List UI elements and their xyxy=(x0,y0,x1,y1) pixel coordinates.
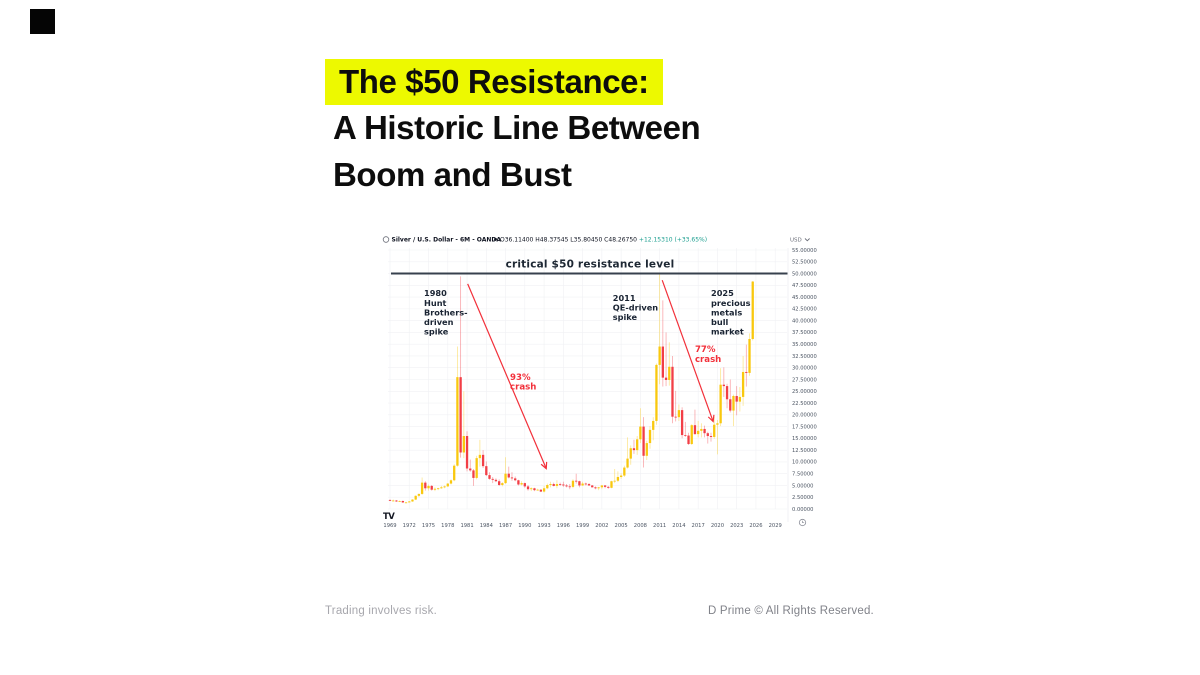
annotations: 1980 Hunt Brothers-driven spike 2011 QE-drive… xyxy=(424,288,751,392)
silver-price-chart-image: critical $50 resistance level 1980 Hunt Bro… xyxy=(378,232,818,535)
svg-text:32.50000: 32.50000 xyxy=(792,354,817,360)
svg-text:2023: 2023 xyxy=(730,523,743,529)
svg-text:77%crash: 77% crash xyxy=(695,345,721,365)
svg-text:30.00000: 30.00000 xyxy=(792,366,817,372)
svg-text:2002: 2002 xyxy=(595,523,608,529)
svg-text:O36.11400 H48.37545 L35.80450: O36.11400 H48.37545 L35.80450 C48.26750 … xyxy=(500,237,707,244)
svg-text:0.00000: 0.00000 xyxy=(792,507,813,513)
svg-text:25.00000: 25.00000 xyxy=(792,389,817,395)
svg-text:2020: 2020 xyxy=(711,523,724,529)
svg-text:52.50000: 52.50000 xyxy=(792,260,817,266)
svg-text:1987: 1987 xyxy=(499,523,512,529)
svg-text:1975: 1975 xyxy=(422,523,435,529)
svg-text:35.00000: 35.00000 xyxy=(792,342,817,348)
svg-text:47.50000: 47.50000 xyxy=(792,283,817,289)
svg-text:42.50000: 42.50000 xyxy=(792,307,817,313)
svg-text:45.00000: 45.00000 xyxy=(792,295,817,301)
copyright-text: D Prime © All Rights Reserved. xyxy=(708,605,874,617)
price-axis: 55.00000 52.50000 50.00000 47.50000 45.00000… xyxy=(792,248,817,513)
svg-text:2.50000: 2.50000 xyxy=(792,495,813,501)
svg-text:50.00000: 50.00000 xyxy=(792,271,817,277)
svg-text:93%crash: 93% crash xyxy=(510,373,536,393)
svg-text:7.50000: 7.50000 xyxy=(792,471,813,477)
svg-text:10.00000: 10.00000 xyxy=(792,460,817,466)
svg-text:15.00000: 15.00000 xyxy=(792,436,817,442)
svg-text:1993: 1993 xyxy=(537,523,550,529)
svg-text:2029: 2029 xyxy=(769,523,782,529)
svg-text:20.00000: 20.00000 xyxy=(792,413,817,419)
svg-text:USD: USD xyxy=(790,238,802,244)
brand-logo-square xyxy=(30,9,55,34)
svg-text:12.50000: 12.50000 xyxy=(792,448,817,454)
svg-text:1981: 1981 xyxy=(460,523,473,529)
svg-text:2017: 2017 xyxy=(692,523,705,529)
svg-text:5.00000: 5.00000 xyxy=(792,483,813,489)
page-title-highlight: The $50 Resistance: xyxy=(325,59,663,105)
svg-text:40.00000: 40.00000 xyxy=(792,318,817,324)
svg-text:27.50000: 27.50000 xyxy=(792,377,817,383)
svg-text:2008: 2008 xyxy=(634,523,647,529)
page-title-line2: A Historic Line Between xyxy=(333,109,701,146)
svg-text:17.50000: 17.50000 xyxy=(792,424,817,430)
disclaimer-text: Trading involves risk. xyxy=(325,605,437,617)
svg-text:55.00000: 55.00000 xyxy=(792,248,817,254)
svg-text:2011: 2011 xyxy=(653,523,666,529)
price-chart-svg: critical $50 resistance level 1980 Hunt Bro… xyxy=(382,236,817,529)
tradingview-watermark: TV xyxy=(383,512,396,522)
symbol-toolbar: Silver / U.S. Dollar - 6M - OANDAO36.114… xyxy=(382,236,810,244)
svg-text:1990: 1990 xyxy=(518,523,531,529)
page-title-line3: Boom and Bust xyxy=(333,156,572,193)
svg-text:critical $50 resistance level: critical $50 resistance level xyxy=(506,259,675,271)
svg-text:TV: TV xyxy=(383,512,395,522)
crash-arrows xyxy=(467,279,715,470)
svg-text:37.50000: 37.50000 xyxy=(792,330,817,336)
svg-text:2026: 2026 xyxy=(749,523,762,529)
svg-text:22.50000: 22.50000 xyxy=(792,401,817,407)
svg-text:1984: 1984 xyxy=(480,523,494,529)
resistance-level: critical $50 resistance level xyxy=(391,259,788,275)
svg-text:Silver / U.S. Dollar - 6M - OA: Silver / U.S. Dollar - 6M - OANDA xyxy=(392,237,502,244)
clock-icon xyxy=(798,518,807,527)
time-axis: 1969 1972 1975 1978 1981 1984 1987 1990 1993 1996… xyxy=(383,523,781,529)
candles xyxy=(388,274,754,504)
svg-text:1978: 1978 xyxy=(441,523,454,529)
svg-text:2005: 2005 xyxy=(615,523,628,529)
svg-text:1996: 1996 xyxy=(557,523,570,529)
svg-text:2014: 2014 xyxy=(672,523,686,529)
svg-text:1969: 1969 xyxy=(383,523,396,529)
svg-text:1972: 1972 xyxy=(403,523,416,529)
svg-text:1999: 1999 xyxy=(576,523,589,529)
